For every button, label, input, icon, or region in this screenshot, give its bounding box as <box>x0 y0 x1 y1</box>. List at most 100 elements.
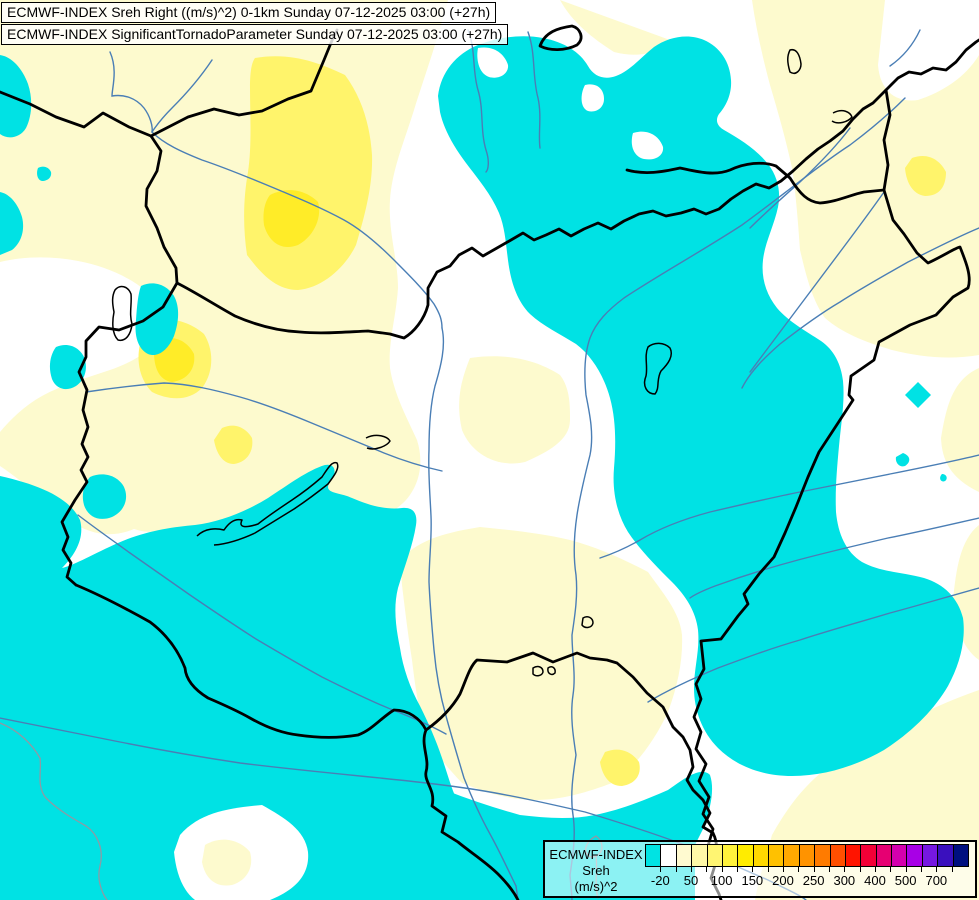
yellow-spot-balaton-north <box>214 425 253 464</box>
white-hole-2 <box>631 131 664 160</box>
colorbar-cell-3 <box>691 845 707 866</box>
colorbar-cell-20 <box>952 845 968 866</box>
colorbar-tick <box>752 867 754 872</box>
colorbar-tick-label: 100 <box>710 873 733 888</box>
white-hole-3 <box>477 47 509 78</box>
white-hole-1 <box>581 84 604 112</box>
legend-label: ECMWF-INDEX Sreh (m/s)^2 <box>547 847 645 895</box>
colorbar-tick <box>798 867 800 872</box>
white-region-west <box>0 257 163 432</box>
colorbar-cell-4 <box>706 845 722 866</box>
colorbar-tick <box>706 867 708 872</box>
colorbar-tick-label: 400 <box>864 873 886 888</box>
colorbar-tick <box>813 867 815 872</box>
cyan-region-nw-corner <box>0 55 32 138</box>
colorbar-cell-1 <box>660 845 676 866</box>
lake-balaton <box>196 461 339 546</box>
legend-panel: ECMWF-INDEX Sreh (m/s)^2 -20 50 100 150 200 2… <box>543 840 977 898</box>
lake-tisza <box>643 342 673 395</box>
colorbar-tick <box>783 867 784 872</box>
colorbar-cell-8 <box>768 845 784 866</box>
colorbar-cell-11 <box>814 845 830 866</box>
colorbar-tick <box>875 867 876 872</box>
colorbar-cell-15 <box>875 845 891 866</box>
pale-region-center <box>459 356 570 464</box>
border-hungary-romania <box>625 161 971 900</box>
rivers-layer <box>0 29 979 900</box>
pale-strip-east-1 <box>941 368 979 492</box>
colorbar-tick <box>859 867 861 872</box>
legend-units-label: (m/s)^2 <box>574 879 618 894</box>
colorbar-cell-19 <box>937 845 953 866</box>
cyan-diamond-east-1 <box>905 382 931 408</box>
colorbar-tick <box>767 867 769 872</box>
river-ne-branch <box>749 191 885 373</box>
pale-region-top-center <box>560 0 670 55</box>
country-borders-layer <box>0 24 979 900</box>
colorbar-cell-10 <box>798 845 815 866</box>
colorbar-cell-12 <box>829 845 845 866</box>
colorbar-cell-17 <box>906 845 922 866</box>
river-drava <box>77 514 447 735</box>
cyan-region-west-edge <box>0 192 24 255</box>
cyan-dot-nw <box>37 166 52 181</box>
cyan-patch-west-1 <box>49 345 86 390</box>
colorbar-tick <box>890 867 892 872</box>
border-czech-slovak <box>149 28 339 138</box>
border-slovakia-loop <box>538 24 583 52</box>
pale-core-southwest <box>202 839 252 886</box>
lake-ne-small-2 <box>831 110 853 124</box>
river-vah <box>151 59 213 133</box>
colorbar-tick <box>675 867 677 872</box>
colorbar-cell-6 <box>737 845 753 866</box>
colorbar-cell-7 <box>752 845 768 866</box>
colorbar-cell-18 <box>921 845 938 866</box>
colorbar-tick <box>921 867 922 872</box>
colorbar-tick-label: 250 <box>802 873 825 888</box>
colorbar-tick-label: 500 <box>894 873 917 888</box>
cyan-dot-east-3 <box>940 474 947 482</box>
river-raba <box>85 382 443 472</box>
colorbar-cell-9 <box>783 845 799 866</box>
lake-velence <box>365 434 391 450</box>
colorbar-cell-14 <box>860 845 876 866</box>
admin-line-southwest <box>0 722 108 900</box>
yellow-spot-south <box>600 749 640 786</box>
colorbar-tick <box>936 867 938 872</box>
colorbar-ticks <box>645 867 969 873</box>
colorbar-tick <box>951 867 953 872</box>
border-nw-entry <box>0 90 153 138</box>
yellow-spot-northeast <box>905 155 946 196</box>
river-ipel <box>527 31 541 149</box>
cyan-region-central <box>438 36 964 776</box>
lake-south-small-1 <box>532 665 544 677</box>
colorbar-cell-5 <box>721 845 738 866</box>
title-bar-secondary: ECMWF-INDEX SignificantTornadoParameter … <box>1 24 509 45</box>
colorbar-tick-label: 700 <box>925 873 948 888</box>
border-hungary-south <box>424 651 719 860</box>
colorbar <box>645 844 969 867</box>
lake-neusiedl <box>111 285 133 342</box>
river-somes <box>741 227 979 389</box>
colorbar-cell-16 <box>891 845 907 866</box>
colorbar-cell-0 <box>646 845 661 866</box>
colorbar-tick-label: 50 <box>683 873 699 888</box>
border-hungary-north <box>175 38 979 340</box>
river-tisza <box>569 97 906 900</box>
colorbar-cell-13 <box>844 845 861 866</box>
cyan-patch-west-2 <box>82 474 127 519</box>
border-ne-vertical <box>882 88 892 192</box>
colorbar-tick-labels: -20 50 100 150 200 250 300 400 500 700 <box>645 873 969 891</box>
colorbar-tick <box>844 867 846 872</box>
cyan-dot-east-2 <box>895 453 910 467</box>
colorbar-tick <box>905 867 907 872</box>
lakes-layer <box>111 48 853 677</box>
river-ne-corner <box>889 29 921 67</box>
river-danube-lower <box>428 327 519 900</box>
border-croatia-diagonal <box>74 583 520 900</box>
border-austria-west <box>60 134 179 587</box>
lake-south-small-2 <box>547 666 556 676</box>
colorbar-cell-2 <box>675 845 692 866</box>
